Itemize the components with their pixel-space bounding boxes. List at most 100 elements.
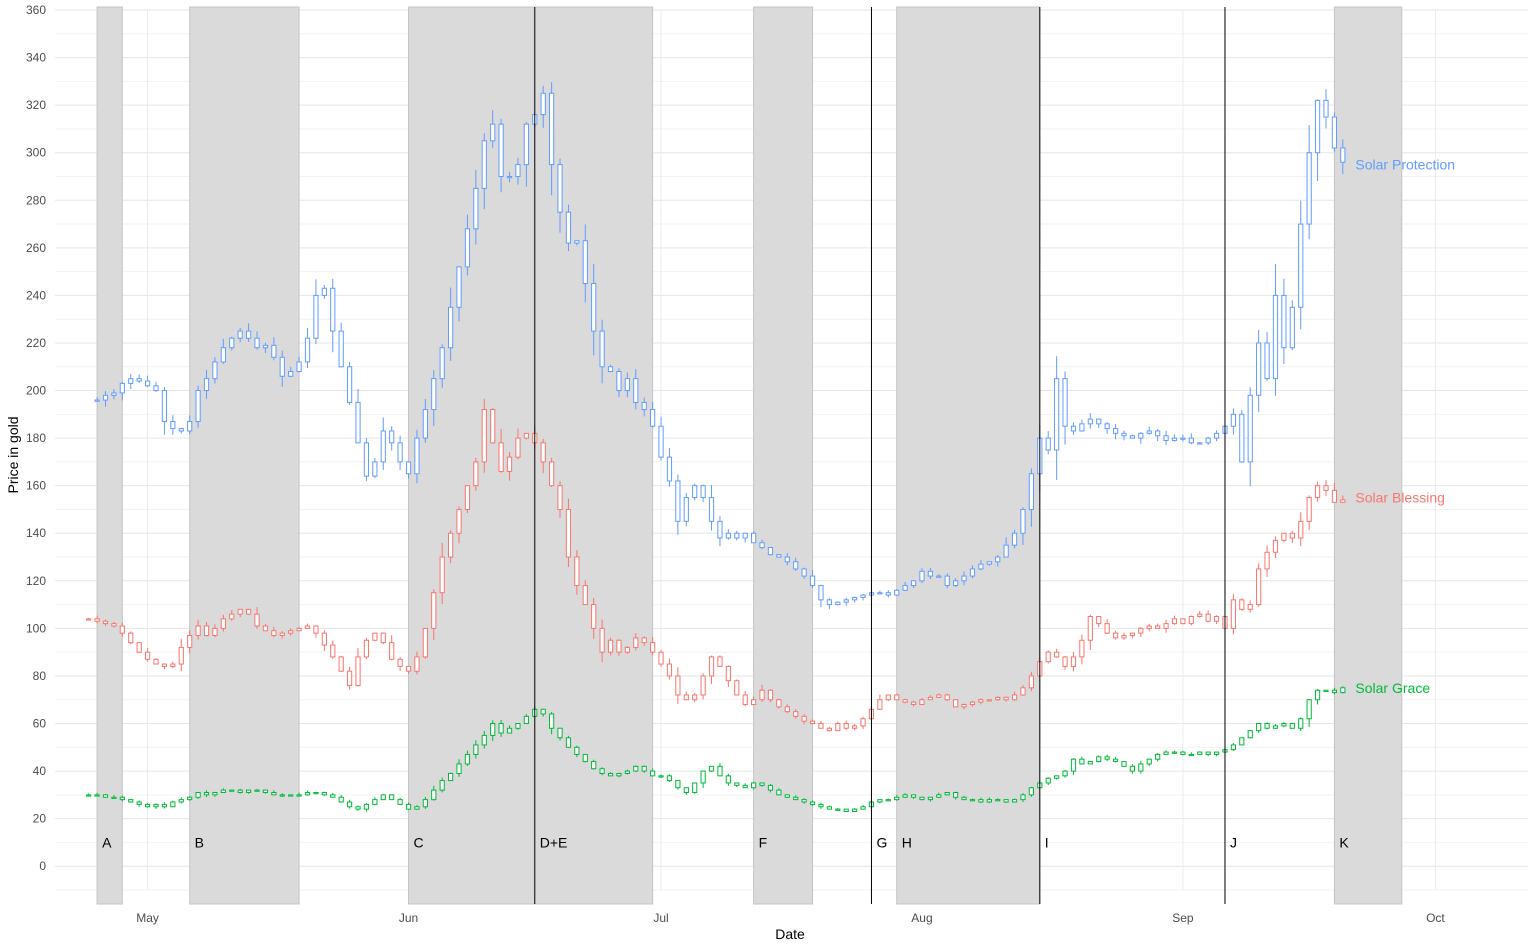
candle-body (641, 401, 647, 411)
candle-body (1180, 437, 1186, 440)
candle-body (599, 330, 605, 368)
candle-body (372, 461, 378, 477)
candle-body (624, 378, 630, 392)
candle-body (565, 211, 572, 244)
candle-body (919, 699, 925, 705)
candle-body (1028, 675, 1034, 689)
candle-body (751, 782, 757, 789)
candle-body (767, 784, 774, 791)
candle-body (1011, 799, 1018, 803)
candle-body (944, 694, 950, 701)
candle-body (1155, 625, 1161, 629)
candle-body (1197, 442, 1203, 445)
candle-body (675, 675, 681, 696)
y-tick-label: 0 (39, 859, 46, 873)
candle-body (1239, 737, 1245, 746)
candle-body (1070, 758, 1077, 772)
candle-body (271, 791, 277, 796)
candle-body (523, 123, 529, 166)
candle-body (1054, 651, 1060, 658)
candle-body (1028, 787, 1034, 796)
series-solar-protection (94, 82, 1346, 610)
candle-body (919, 796, 925, 801)
candle-body (953, 699, 959, 708)
candle-body (793, 561, 799, 570)
candle-body (136, 642, 142, 653)
candle-body (473, 744, 479, 755)
candle-body (624, 646, 630, 653)
candle-body (397, 658, 403, 667)
candle-body (363, 639, 370, 658)
candle-body (700, 485, 706, 499)
candle-body (1281, 532, 1287, 541)
candle-body (1020, 794, 1026, 801)
candle-body (203, 625, 210, 637)
x-tick-label: Sep (1172, 911, 1194, 925)
candle-body (725, 775, 731, 784)
candle-body (936, 575, 942, 578)
y-tick-label: 240 (26, 288, 46, 302)
x-tick-label: Jul (653, 911, 668, 925)
candle-body (607, 772, 614, 777)
candle-body (279, 794, 285, 797)
candle-body (153, 803, 159, 808)
y-tick-label: 180 (26, 431, 46, 445)
candle-body (582, 585, 588, 606)
candle-body (801, 799, 807, 803)
candle-body (1272, 725, 1279, 729)
candle-body (111, 392, 117, 396)
candle-body (650, 642, 656, 653)
candle-body (195, 390, 201, 422)
candle-body (254, 789, 260, 792)
candle-body (826, 727, 832, 732)
candle-body (380, 430, 386, 463)
candle-body (742, 532, 748, 539)
candle-body (557, 727, 563, 739)
candle-body (1331, 116, 1338, 149)
candle-body (751, 699, 757, 705)
period-band (96, 6, 123, 905)
candle-body (1138, 763, 1144, 772)
candle-body (809, 575, 816, 587)
candle-body (338, 796, 344, 803)
y-tick-label: 280 (26, 193, 46, 207)
candle-body (119, 382, 125, 394)
candle-body (818, 803, 824, 808)
candle-body (683, 787, 689, 793)
candle-body (910, 794, 917, 798)
candle-body (363, 442, 370, 477)
candle-body (675, 780, 681, 789)
candle-body (355, 806, 361, 810)
candle-body (161, 663, 168, 667)
candle-body (296, 361, 302, 373)
candle-body (1079, 639, 1085, 658)
x-tick-label: Jun (399, 911, 418, 925)
candle-body (540, 92, 546, 116)
candle-body (1079, 423, 1085, 432)
y-axis-title: Price in gold (5, 416, 21, 493)
candle-body (1096, 756, 1102, 763)
candle-body (1112, 632, 1119, 639)
y-tick-label: 360 (26, 3, 46, 17)
candle-body (355, 656, 361, 686)
candle-body (1163, 623, 1169, 629)
candle-body (784, 794, 790, 798)
candle-body (1323, 99, 1329, 118)
candle-body (910, 580, 917, 587)
candle-body (1314, 689, 1321, 701)
candle-body (330, 287, 336, 332)
candle-body (1079, 758, 1085, 765)
candle-body (616, 639, 622, 653)
candle-body (254, 613, 260, 627)
period-shading (96, 6, 1403, 905)
candle-body (1163, 435, 1169, 441)
candle-body (389, 642, 395, 660)
y-tick-label: 340 (26, 51, 46, 65)
candle-body (860, 806, 866, 810)
candle-body (102, 794, 109, 798)
candle-body (313, 625, 319, 634)
candle-body (1104, 623, 1110, 634)
candle-body (574, 556, 580, 587)
candle-body (128, 632, 134, 644)
candle-body (296, 794, 302, 797)
